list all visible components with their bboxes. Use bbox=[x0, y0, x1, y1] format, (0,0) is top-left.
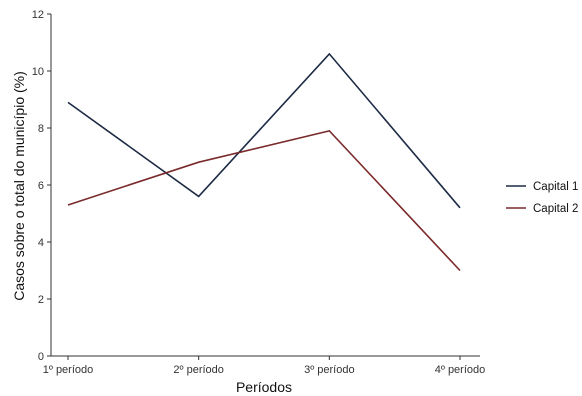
y-tick-label: 6 bbox=[38, 180, 44, 192]
y-tick-label: 4 bbox=[38, 237, 44, 249]
x-tick-label: 2º período bbox=[173, 364, 224, 376]
x-axis-title: Períodos bbox=[236, 379, 292, 395]
y-tick-label: 10 bbox=[32, 66, 44, 78]
series-layer bbox=[67, 52, 461, 272]
series-line-1 bbox=[67, 52, 461, 209]
legend: Capital 1 Capital 2 bbox=[506, 181, 578, 215]
y-tick-label: 2 bbox=[38, 294, 44, 306]
series-line-2 bbox=[67, 129, 461, 272]
y-tick-label: 0 bbox=[38, 351, 44, 363]
y-tick-label: 12 bbox=[32, 9, 44, 21]
y-axis-title: Casos sobre o total do município (%) bbox=[11, 71, 27, 301]
x-axis: 1º período 2º período 3º período 4º período bbox=[43, 355, 486, 376]
x-tick-label: 1º período bbox=[43, 364, 94, 376]
x-tick-label: 3º período bbox=[304, 364, 355, 376]
y-axis: 0 2 4 6 8 10 12 bbox=[32, 9, 52, 363]
legend-label: Capital 1 bbox=[533, 181, 578, 193]
legend-label: Capital 2 bbox=[533, 203, 578, 215]
y-tick-label: 8 bbox=[38, 123, 44, 135]
x-tick-label: 4º período bbox=[435, 364, 486, 376]
